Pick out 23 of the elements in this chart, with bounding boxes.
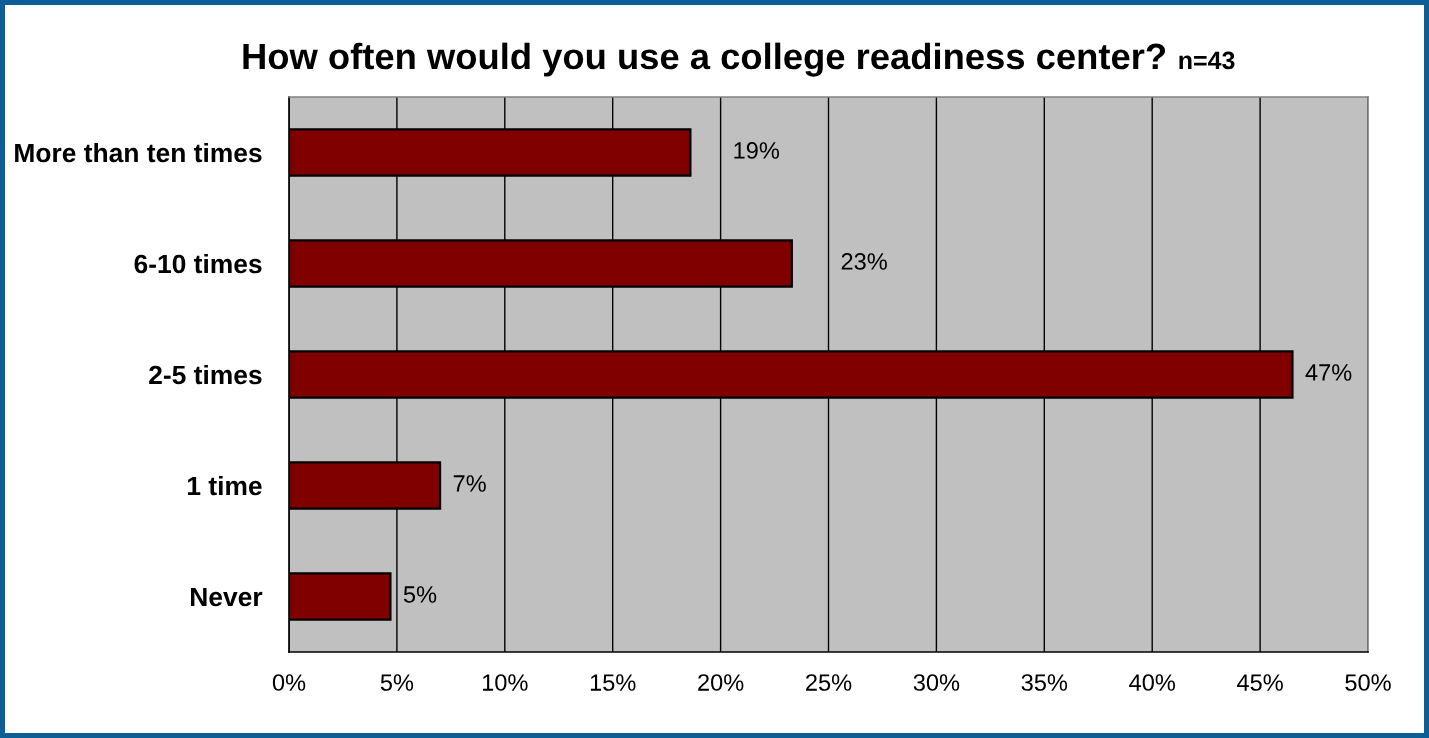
y-tick-label: Never [191, 587, 263, 607]
x-tick-label: 15% [590, 674, 636, 691]
x-tick-label: 20% [698, 674, 744, 691]
x-tick-label: 10% [482, 674, 528, 691]
data-label: 7% [453, 475, 486, 492]
chart-title: How often would you use a college readiness center? [243, 42, 1166, 77]
x-tick-label: 40% [1129, 674, 1175, 691]
x-tick-label: 5% [380, 674, 414, 691]
x-tick-label: 50% [1345, 674, 1391, 691]
x-tick-label: 45% [1237, 674, 1283, 691]
data-label: 47% [1305, 364, 1352, 381]
x-tick-label: 35% [1021, 674, 1068, 691]
data-label: 19% [734, 142, 780, 159]
x-tick-label: 30% [913, 674, 960, 691]
y-tick-label: 2-5 times [149, 364, 262, 385]
data-label: 5% [403, 586, 437, 603]
y-tick-label: 6-10 times [134, 253, 262, 274]
chart-subtitle: n=43 [1179, 51, 1235, 70]
data-label: 23% [841, 253, 887, 270]
x-tick-label: 25% [806, 674, 852, 691]
y-tick-label: 1 time [188, 475, 262, 496]
y-tick-label: More than ten times [15, 142, 262, 163]
x-tick-label: 0% [272, 674, 306, 691]
